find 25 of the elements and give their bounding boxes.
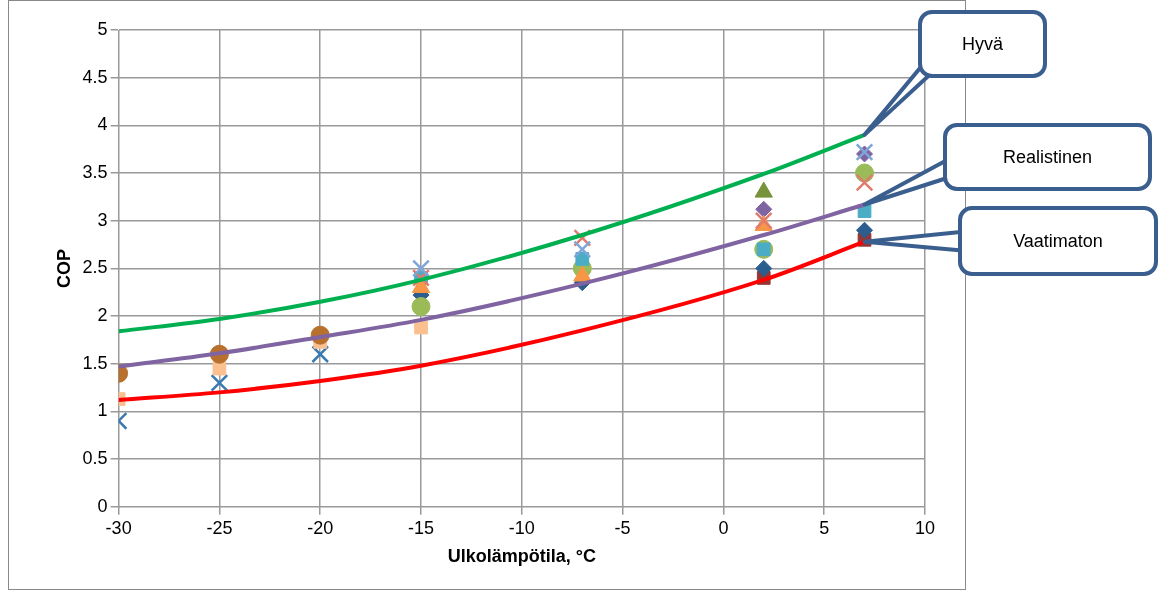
- text: Hyvä: [920, 12, 1045, 76]
- y-tick-label: 3: [97, 209, 108, 230]
- y-tick-label: 3.5: [82, 162, 108, 183]
- y-tick-label: 5: [97, 18, 108, 39]
- y-tick-label: 1: [97, 400, 108, 421]
- y-axis-title: COP: [53, 248, 74, 288]
- x-tick-label: -30: [105, 517, 132, 538]
- y-tick-label: 4: [97, 114, 108, 135]
- y-tick-label: 0.5: [82, 448, 108, 469]
- x-tick-label: 10: [914, 517, 936, 538]
- x-axis-title: Ulkolämpötila, °C: [447, 546, 596, 567]
- x-tick-label: -25: [206, 517, 233, 538]
- y-tick-label: 2: [97, 305, 108, 326]
- y-tick-label: 4.5: [82, 66, 108, 87]
- text: Vaatimaton: [960, 208, 1156, 274]
- x-tick-label: -10: [508, 517, 535, 538]
- x-tick-label: 0: [718, 517, 729, 538]
- y-tick-label: 1.5: [82, 352, 108, 373]
- y-tick-label: 0: [97, 495, 108, 516]
- x-tick-label: -20: [307, 517, 334, 538]
- x-tick-label: -15: [408, 517, 435, 538]
- x-tick-label: -5: [614, 517, 631, 538]
- text: Realistinen: [945, 125, 1150, 189]
- y-tick-label: 2.5: [82, 257, 108, 278]
- x-tick-label: 5: [819, 517, 830, 538]
